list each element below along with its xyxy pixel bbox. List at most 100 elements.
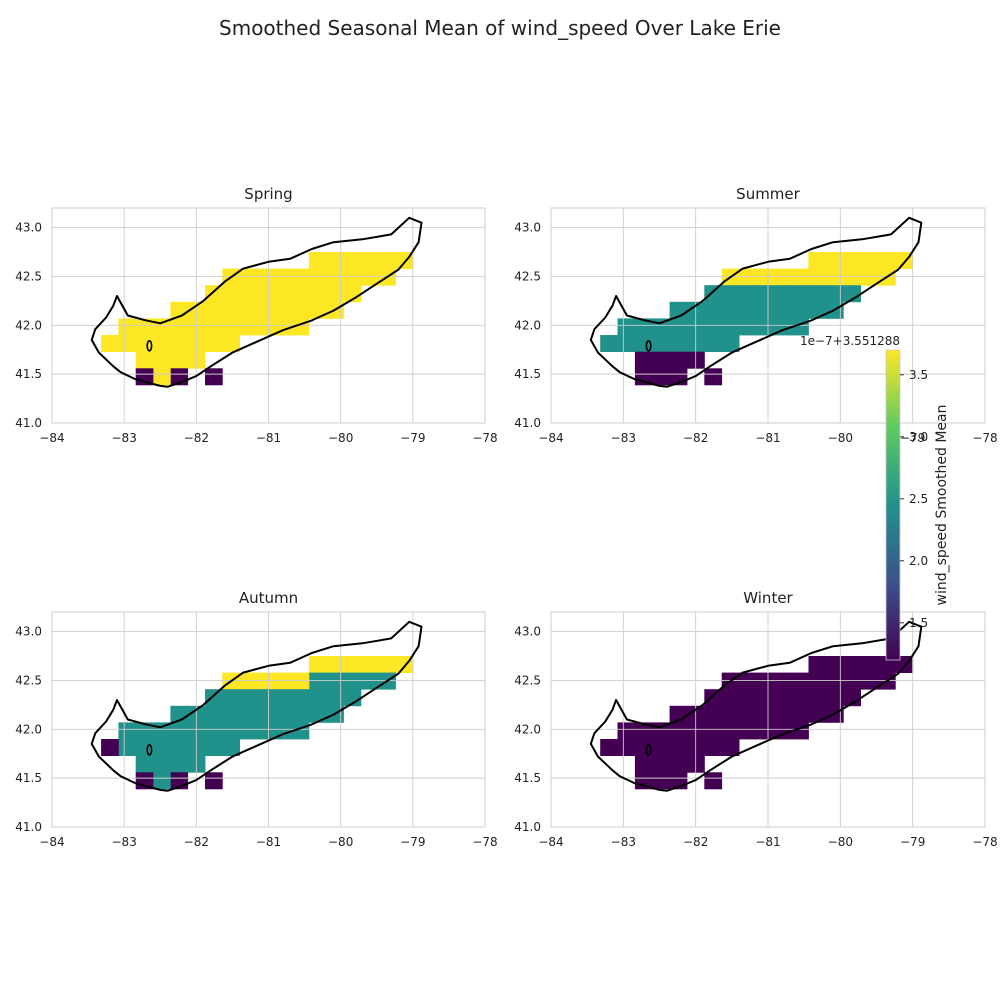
colorbar-tick-label: 3.0 xyxy=(909,430,928,444)
grid-cell xyxy=(274,672,292,690)
grid-cell xyxy=(222,285,240,303)
tick-labels: −84 −83 −82 −81 −80 −79 −78 41.0 41.5 42.0 42.5 43.… xyxy=(15,221,497,445)
grid-cell xyxy=(101,739,119,756)
x-tick-label: −84 xyxy=(538,431,563,445)
grid-cell xyxy=(118,335,137,352)
x-tick-label: −82 xyxy=(683,431,708,445)
grid-cell xyxy=(756,285,775,303)
grid-cell xyxy=(808,672,827,690)
island-outline xyxy=(146,743,153,756)
grid-cell xyxy=(291,301,310,319)
y-tick-label: 41.5 xyxy=(514,771,541,785)
y-tick-label: 42.5 xyxy=(15,673,42,687)
grid-cell xyxy=(153,755,171,773)
grid-cell xyxy=(721,705,740,723)
panel-title-winter: Winter xyxy=(743,589,793,607)
grid-cell xyxy=(756,301,775,319)
grid-cell xyxy=(739,318,757,336)
colorbar-label: wind_speed Smoothed Mean xyxy=(934,405,950,606)
grid-cell xyxy=(721,739,740,756)
grid-cell xyxy=(291,285,310,303)
panel-winter: −84 −83 −82 −81 −80 −79 −78 41.0 41.5 42.0 42.5 43.… xyxy=(514,589,997,849)
grid-cell xyxy=(291,268,310,286)
grid-cell xyxy=(617,318,636,336)
grid-cell xyxy=(170,351,189,369)
lake-erie-coastline xyxy=(589,620,923,792)
x-tick-label: −81 xyxy=(256,835,281,849)
grid-cell xyxy=(378,656,396,673)
grid-cell xyxy=(257,705,275,723)
grid-cell xyxy=(808,252,827,269)
gridlines xyxy=(51,612,486,828)
x-tick-label: −81 xyxy=(755,431,780,445)
grid-cell xyxy=(170,722,189,740)
grid-cell xyxy=(257,689,275,707)
grid-cell xyxy=(825,656,844,673)
y-tick-label: 41.0 xyxy=(15,416,42,430)
grid-cell xyxy=(257,672,275,690)
grid-cell xyxy=(308,689,327,707)
grid-cell xyxy=(652,772,671,790)
y-tick-label: 42.0 xyxy=(15,722,42,736)
grid-cell xyxy=(773,705,792,723)
grid-cell xyxy=(205,368,223,386)
grid-cell xyxy=(343,672,362,690)
grid-cell xyxy=(291,672,310,690)
grid-cell xyxy=(135,335,154,352)
grid-cell xyxy=(773,301,792,319)
y-tick-label: 43.0 xyxy=(15,221,42,235)
grid-cell xyxy=(791,672,809,690)
grid-cell xyxy=(239,268,258,286)
colorbar-tick-label: 3.5 xyxy=(909,368,928,382)
grid-cell xyxy=(360,252,379,269)
grid-cell xyxy=(308,705,327,723)
grid-cell xyxy=(634,739,653,756)
grid-cell xyxy=(704,689,723,707)
x-tick-label: −80 xyxy=(828,835,853,849)
grid-cell xyxy=(343,656,362,673)
grid-cell xyxy=(135,739,154,756)
grid-cell xyxy=(739,705,757,723)
grid-cell xyxy=(704,285,723,303)
grid-cell xyxy=(652,335,671,352)
panel-title-summer: Summer xyxy=(736,185,800,203)
grid-cell xyxy=(205,739,223,756)
grid-cell xyxy=(291,705,310,723)
grid-cell xyxy=(378,252,396,269)
y-tick-label: 43.0 xyxy=(15,625,42,639)
grid-cell xyxy=(118,739,137,756)
grid-cell xyxy=(669,755,688,773)
grid-cell xyxy=(617,335,636,352)
grid-cell xyxy=(669,335,688,352)
grid-cell xyxy=(308,252,327,269)
grid-cell xyxy=(205,335,223,352)
grid-cell xyxy=(257,268,275,286)
grid-cell xyxy=(773,672,792,690)
y-tick-label: 42.0 xyxy=(15,318,42,332)
grid-cell xyxy=(617,722,636,740)
gridlines xyxy=(550,612,986,828)
grid-cell xyxy=(205,689,223,707)
x-tick-label: −81 xyxy=(755,835,780,849)
grid-cell xyxy=(600,335,618,352)
y-tick-label: 42.0 xyxy=(514,722,541,736)
lake-erie-coastline xyxy=(90,620,423,792)
grid-cell xyxy=(326,285,344,303)
grid-cell xyxy=(721,318,740,336)
grid-cell xyxy=(222,705,240,723)
axes-frame xyxy=(51,207,486,424)
grid-cell xyxy=(877,252,896,269)
grid-cell xyxy=(153,335,171,352)
grid-cell xyxy=(326,672,344,690)
grid-cell xyxy=(739,268,757,286)
grid-cell xyxy=(634,335,653,352)
grid-cell xyxy=(652,351,671,369)
cells xyxy=(101,252,414,386)
x-tick-label: −78 xyxy=(472,431,497,445)
grid-cell xyxy=(721,285,740,303)
grid-cell xyxy=(222,689,240,707)
grid-cell xyxy=(343,268,362,286)
grid-cell xyxy=(257,318,275,336)
grid-cell xyxy=(617,739,636,756)
grid-cell xyxy=(135,755,154,773)
